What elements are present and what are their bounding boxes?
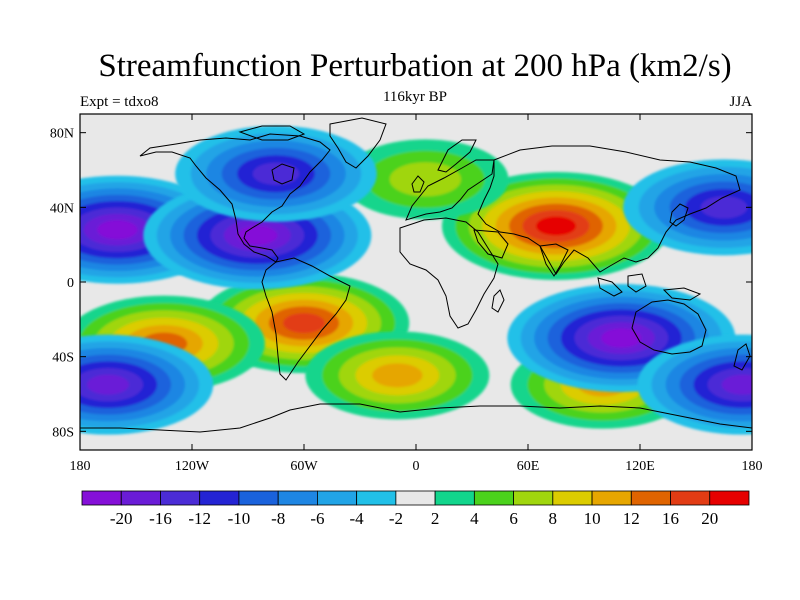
coastline-japan (669, 203, 689, 227)
coastline-africa (399, 217, 499, 329)
colorbar-swatch (552, 490, 593, 506)
colorbar-swatch (356, 490, 397, 506)
y-tick-label: 40S (52, 351, 74, 366)
coastline-borneo (627, 273, 647, 293)
field-feature (175, 125, 377, 222)
colorbar-swatch (591, 490, 632, 506)
contour-band (372, 363, 423, 388)
colorbar-label: -12 (188, 509, 211, 528)
colorbar-label: -10 (228, 509, 251, 528)
contour-band (87, 374, 129, 395)
colorbar-swatch (277, 490, 318, 506)
coastline-india (539, 243, 569, 277)
field-feature (637, 334, 752, 435)
coastline-antarctica (80, 403, 752, 433)
contour-band (252, 162, 300, 185)
colorbar-label: -16 (149, 509, 172, 528)
colorbar-swatch (395, 490, 436, 506)
x-axis: 180 120W 60W 0 60E 120E 180 (70, 114, 763, 474)
colorbar: -20 -16 -12 -10 -8 -6 -4 -2 2 4 6 8 10 12 16 20 (81, 490, 750, 528)
coastline-madagascar (491, 289, 505, 313)
coastline-new-guinea (662, 287, 702, 301)
colorbar-label: -20 (110, 509, 133, 528)
coastline-arabia (473, 229, 509, 259)
x-tick-label: 120E (625, 459, 655, 474)
coastline-north-america (139, 133, 331, 263)
colorbar-swatch (709, 490, 750, 506)
plot-title: Streamfunction Perturbation at 200 hPa (… (98, 48, 732, 84)
colorbar-label: 12 (623, 509, 640, 528)
coastline-south-america (261, 257, 351, 381)
colorbar-swatch (160, 490, 201, 506)
contour-band (283, 313, 325, 334)
coastline-asia (477, 145, 741, 275)
y-axis: 80N 40N 0 40S 80S (50, 127, 752, 440)
colorbar-swatch (120, 490, 161, 506)
coastlines (80, 117, 752, 433)
contour-band (389, 162, 462, 197)
coastline-greenland (329, 117, 387, 169)
colorbar-label: 6 (509, 509, 518, 528)
contour-band (601, 328, 642, 348)
period-label: 116kyr BP (382, 89, 448, 105)
field-feature (442, 172, 670, 280)
colorbar-label: 16 (662, 509, 679, 528)
colorbar-swatch (670, 490, 711, 506)
x-tick-label: 0 (413, 459, 420, 474)
colorbar-label: -4 (350, 509, 365, 528)
y-tick-label: 80S (52, 425, 74, 440)
coastline-scandinavia (437, 139, 477, 173)
field-feature (80, 334, 214, 435)
coastline-europe (405, 159, 495, 221)
colorbar-swatch (630, 490, 671, 506)
colorbar-swatch (199, 490, 240, 506)
coastline-canadian-arctic (238, 125, 306, 141)
contour-band (97, 220, 138, 240)
colorbar-label: 10 (584, 509, 601, 528)
colorbar-label: -8 (271, 509, 285, 528)
streamfunction-field (80, 125, 752, 435)
colorbar-label: 2 (431, 509, 440, 528)
colorbar-label: 4 (470, 509, 479, 528)
coastline-sumatra (597, 277, 623, 297)
colorbar-label: 20 (701, 509, 718, 528)
x-tick-label: 120W (175, 459, 210, 474)
x-tick-label: 180 (742, 459, 763, 474)
colorbar-swatch (317, 490, 358, 506)
coastline-new-zealand (733, 343, 751, 371)
coastline-australia (631, 299, 707, 355)
colorbar-label: 8 (549, 509, 558, 528)
y-tick-label: 0 (67, 276, 74, 291)
colorbar-swatch (513, 490, 554, 506)
y-tick-label: 40N (50, 201, 74, 216)
x-tick-label: 60E (517, 459, 540, 474)
contour-band (700, 196, 748, 219)
coastline-hudson-bay (271, 163, 295, 185)
colorbar-swatch (473, 490, 514, 506)
coastline-british-isles (411, 175, 425, 193)
contour-band (721, 374, 752, 395)
experiment-label: Expt = tdxo8 (80, 94, 159, 110)
x-tick-label: 180 (70, 459, 91, 474)
x-tick-label: 60W (290, 459, 318, 474)
colorbar-label: -2 (389, 509, 403, 528)
field-feature (305, 331, 490, 420)
colorbar-label: -6 (310, 509, 324, 528)
season-label: JJA (729, 94, 752, 110)
colorbar-swatch (434, 490, 475, 506)
colorbar-swatch (238, 490, 279, 506)
y-tick-label: 80N (50, 127, 74, 142)
contour-band (535, 216, 577, 236)
colorbar-swatch (81, 490, 122, 506)
